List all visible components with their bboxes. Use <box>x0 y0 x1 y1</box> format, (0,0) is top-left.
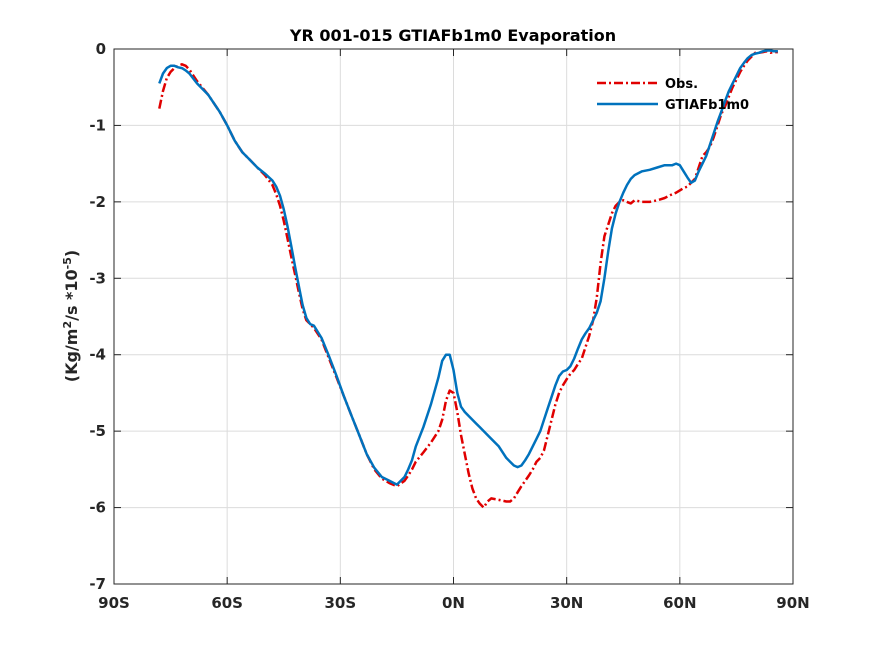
x-tick-label: 90S <box>98 594 130 612</box>
legend-label-gtiafb1m0: GTIAFb1m0 <box>665 98 749 113</box>
y-tick-label: -6 <box>89 499 106 517</box>
y-tick-label: -3 <box>89 269 106 287</box>
x-tick-label: 60N <box>663 594 696 612</box>
series-line-gtiafb1m0 <box>158 49 778 486</box>
y-axis-label-sup2: -5 <box>61 257 74 269</box>
y-axis-label-suffix: ) <box>62 250 81 257</box>
y-tick-label: -7 <box>89 575 106 593</box>
y-axis-label: (Kg/m2/s *10-5) <box>61 250 81 382</box>
x-tick-label: 60S <box>211 594 243 612</box>
x-tick-label: 0N <box>442 594 465 612</box>
axis-ticks: 90S 60S 30S 0N 30N 60N 90N 0 -1 -2 -3 -4 -5 -6 -7 <box>89 40 809 612</box>
x-tick-label: 30S <box>324 594 356 612</box>
y-tick-label: -5 <box>89 422 106 440</box>
y-tick-label: -2 <box>89 193 106 211</box>
y-tick-label: -1 <box>89 116 106 134</box>
y-tick-label: -4 <box>89 346 106 364</box>
legend-label-obs: Obs. <box>665 77 698 92</box>
series-lines <box>158 49 778 509</box>
y-axis-label-prefix: (Kg/m <box>62 329 81 383</box>
chart-title: YR 001-015 GTIAFb1m0 Evaporation <box>289 26 616 45</box>
y-tick-label: 0 <box>96 40 106 58</box>
y-axis-label-sup1: 2 <box>61 321 74 329</box>
y-axis-label-middle: /s *10 <box>62 269 81 321</box>
legend: Obs. GTIAFb1m0 <box>597 77 749 113</box>
x-tick-label: 30N <box>550 594 583 612</box>
x-tick-label: 90N <box>776 594 809 612</box>
